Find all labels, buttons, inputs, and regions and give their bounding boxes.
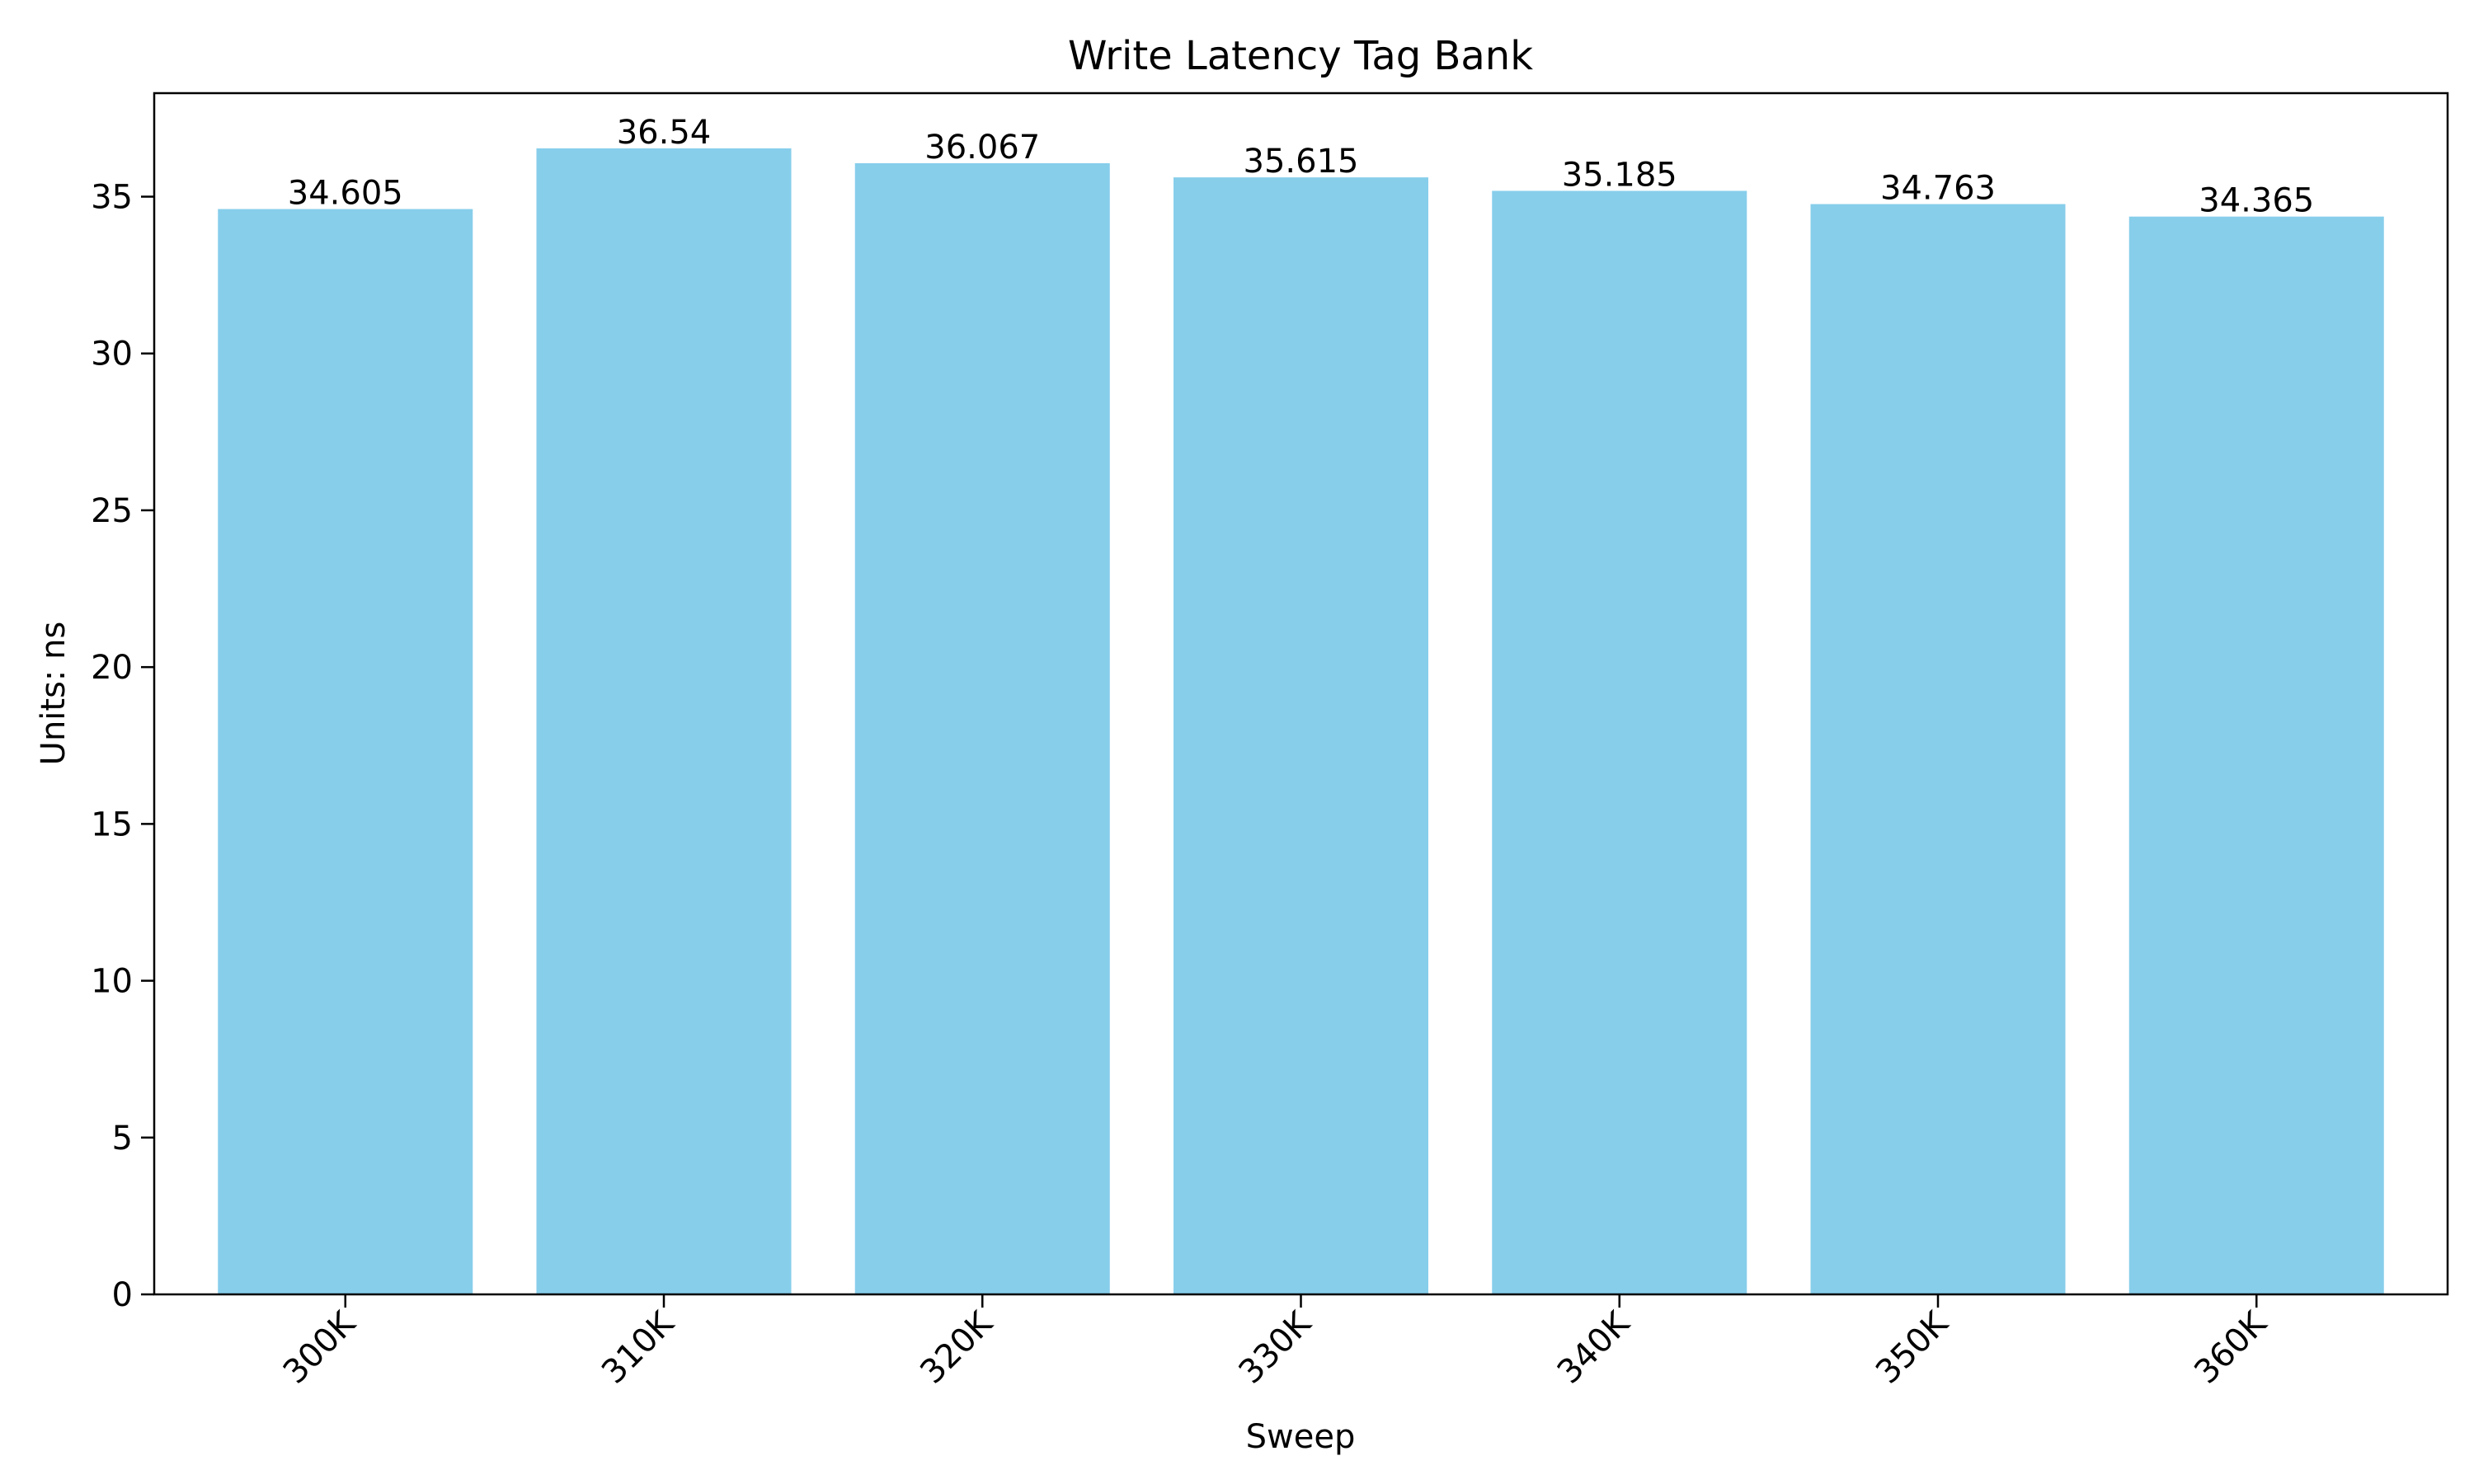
x-tick-label: 350K [1869,1303,1956,1391]
bar-330K [1174,177,1428,1294]
x-tick-label: 310K [595,1303,682,1391]
y-axis-label: Units: ns [35,622,73,766]
y-tick-label: 35 [91,179,133,217]
bar-value-label: 36.54 [617,114,712,152]
bar-value-label: 35.615 [1244,143,1359,181]
bar-350K [1810,204,2066,1295]
plot-frame [153,92,2449,1296]
x-tick-label: 340K [1550,1303,1638,1391]
bar-360K [2128,216,2384,1295]
x-tick-label: 360K [2187,1303,2274,1391]
bar-340K [1492,190,1747,1295]
bar-value-label: 34.365 [2199,182,2314,220]
y-tick-label: 5 [112,1120,133,1158]
bar-310K [536,148,792,1295]
bar-300K [218,209,473,1295]
y-tick-label: 25 [91,492,133,530]
x-tick-label: 300K [276,1303,364,1391]
y-tick-label: 0 [112,1276,133,1314]
bar-value-label: 34.763 [1880,170,1996,208]
y-tick-label: 20 [91,649,133,687]
y-tick-label: 15 [91,805,133,843]
y-tick-label: 30 [91,336,133,373]
x-axis-label: Sweep [1246,1418,1356,1456]
x-tick-label: 330K [1232,1303,1319,1391]
x-tick-label: 320K [913,1303,1000,1391]
bar-value-label: 34.605 [288,175,403,213]
bar-value-label: 35.185 [1562,157,1677,195]
y-tick-label: 10 [91,963,133,1001]
bar-320K [854,162,1110,1295]
chart-title: Write Latency Tag Bank [1068,33,1533,79]
bar-value-label: 36.067 [924,129,1040,167]
